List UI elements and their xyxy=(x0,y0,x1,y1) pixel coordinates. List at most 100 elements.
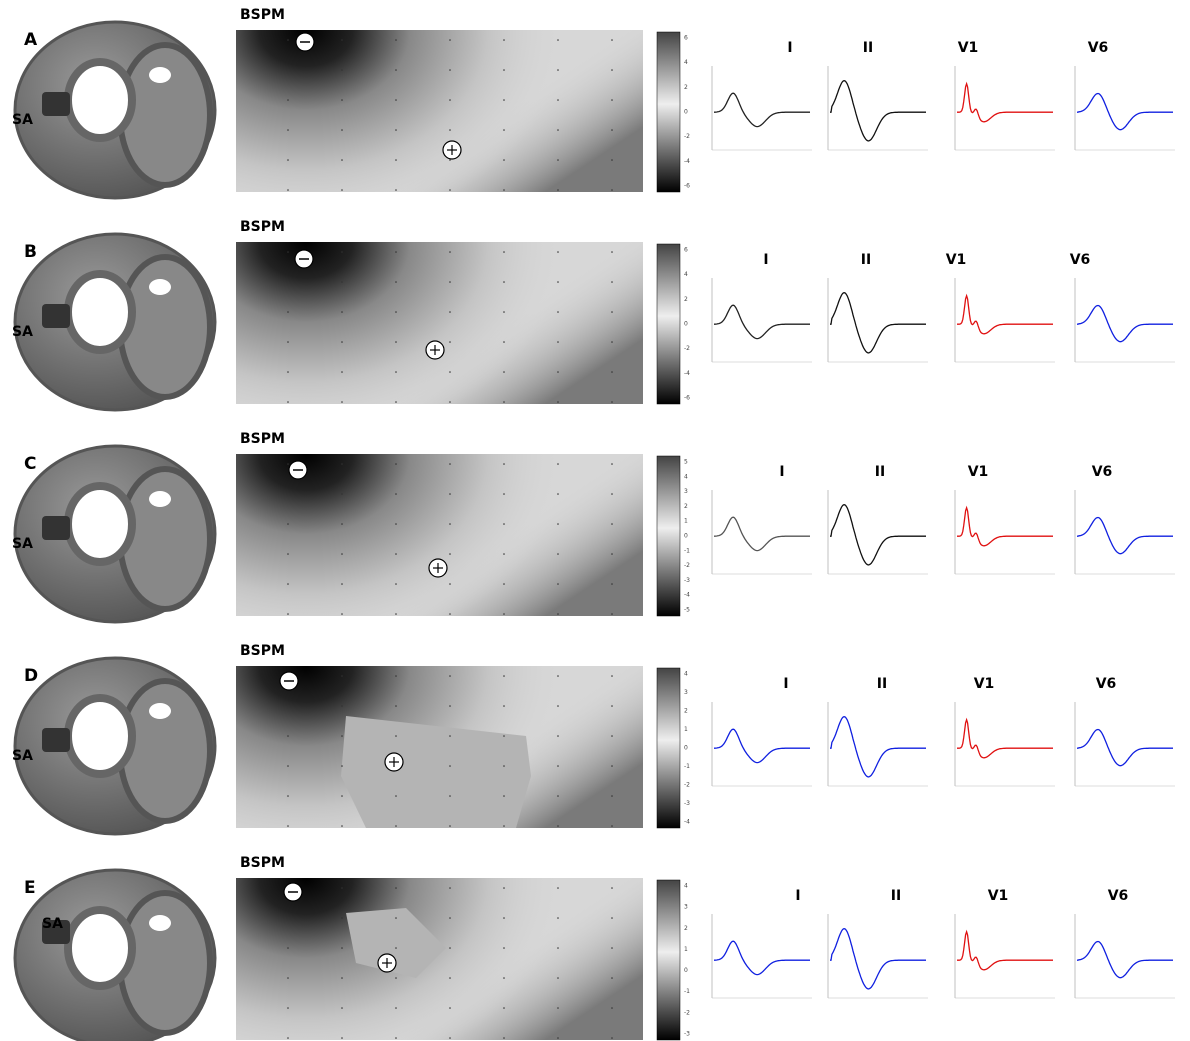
electrode xyxy=(503,765,505,767)
colorbar-tick: 3 xyxy=(684,689,688,696)
electrode xyxy=(395,281,397,283)
electrode xyxy=(503,583,505,585)
electrode xyxy=(395,553,397,555)
electrode xyxy=(611,947,613,949)
electrode xyxy=(341,99,343,101)
electrode xyxy=(449,1037,451,1039)
lead-label: V1 xyxy=(968,464,989,480)
electrode xyxy=(395,159,397,161)
electrode xyxy=(341,553,343,555)
ecg-trace xyxy=(1077,942,1173,978)
sa-node xyxy=(42,92,70,116)
colorbar-tick: 6 xyxy=(684,35,688,42)
lead-label: II xyxy=(863,40,873,56)
electrode xyxy=(611,99,613,101)
electrode xyxy=(449,705,451,707)
electrode xyxy=(287,795,289,797)
electrode xyxy=(503,1007,505,1009)
sa-node xyxy=(42,304,70,328)
ecg-trace xyxy=(830,505,926,565)
electrode xyxy=(341,795,343,797)
electrode xyxy=(449,69,451,71)
electrode xyxy=(449,917,451,919)
electrode xyxy=(611,765,613,767)
colorbar-tick: -4 xyxy=(684,819,690,826)
electrode xyxy=(503,189,505,191)
panel-label: A xyxy=(24,30,38,50)
panel: BSABSPM6420-2-4-6IIIV1V6 xyxy=(12,219,1175,410)
lead-label: V1 xyxy=(974,676,995,692)
electrode xyxy=(341,675,343,677)
sa-label: SA xyxy=(12,112,33,128)
heart-atrium xyxy=(68,910,132,986)
electrode xyxy=(557,1037,559,1039)
electrode xyxy=(287,463,289,465)
colorbar-tick: -3 xyxy=(684,800,690,807)
ecg-trace xyxy=(714,729,810,762)
ecg-trace xyxy=(1077,730,1173,766)
electrode xyxy=(395,705,397,707)
sa-label: SA xyxy=(12,536,33,552)
electrode xyxy=(395,675,397,677)
lead-label: V1 xyxy=(946,252,967,268)
electrode xyxy=(287,311,289,313)
electrode xyxy=(611,917,613,919)
electrode xyxy=(611,1037,613,1039)
electrode xyxy=(395,795,397,797)
electrode xyxy=(449,523,451,525)
lead-label: I xyxy=(763,252,768,268)
map-neg xyxy=(236,878,643,1040)
electrode xyxy=(287,523,289,525)
colorbar xyxy=(657,32,680,192)
colorbar-tick: 2 xyxy=(684,503,688,510)
electrode xyxy=(341,311,343,313)
electrode xyxy=(341,887,343,889)
heart-hole xyxy=(149,915,171,931)
electrode xyxy=(341,765,343,767)
electrode xyxy=(557,735,559,737)
electrode xyxy=(611,705,613,707)
electrode xyxy=(503,613,505,615)
electrode xyxy=(557,189,559,191)
electrode xyxy=(341,583,343,585)
electrode xyxy=(449,735,451,737)
electrode xyxy=(611,583,613,585)
colorbar xyxy=(657,668,680,828)
electrode xyxy=(287,189,289,191)
ecg-trace xyxy=(830,717,926,777)
electrode xyxy=(287,735,289,737)
lead-label: II xyxy=(891,888,901,904)
electrode xyxy=(287,159,289,161)
electrode xyxy=(611,675,613,677)
electrode xyxy=(557,69,559,71)
electrode xyxy=(449,1007,451,1009)
electrode xyxy=(395,977,397,979)
electrode xyxy=(341,251,343,253)
electrode xyxy=(557,99,559,101)
electrode xyxy=(287,39,289,41)
colorbar-tick: -5 xyxy=(684,607,690,614)
electrode xyxy=(611,159,613,161)
lead-label: I xyxy=(795,888,800,904)
electrode xyxy=(503,977,505,979)
electrode xyxy=(287,613,289,615)
electrode xyxy=(395,613,397,615)
electrode xyxy=(341,735,343,737)
map-title: BSPM xyxy=(240,431,285,447)
electrode xyxy=(341,463,343,465)
electrode xyxy=(503,371,505,373)
electrode xyxy=(611,281,613,283)
heart-atrium xyxy=(68,62,132,138)
electrode xyxy=(341,613,343,615)
electrode xyxy=(449,765,451,767)
electrode xyxy=(395,887,397,889)
electrode xyxy=(557,947,559,949)
electrode xyxy=(395,917,397,919)
electrode xyxy=(611,371,613,373)
electrode xyxy=(611,189,613,191)
electrode xyxy=(341,341,343,343)
colorbar-tick: 0 xyxy=(684,533,688,540)
electrode xyxy=(449,189,451,191)
electrode xyxy=(395,493,397,495)
electrode xyxy=(503,735,505,737)
